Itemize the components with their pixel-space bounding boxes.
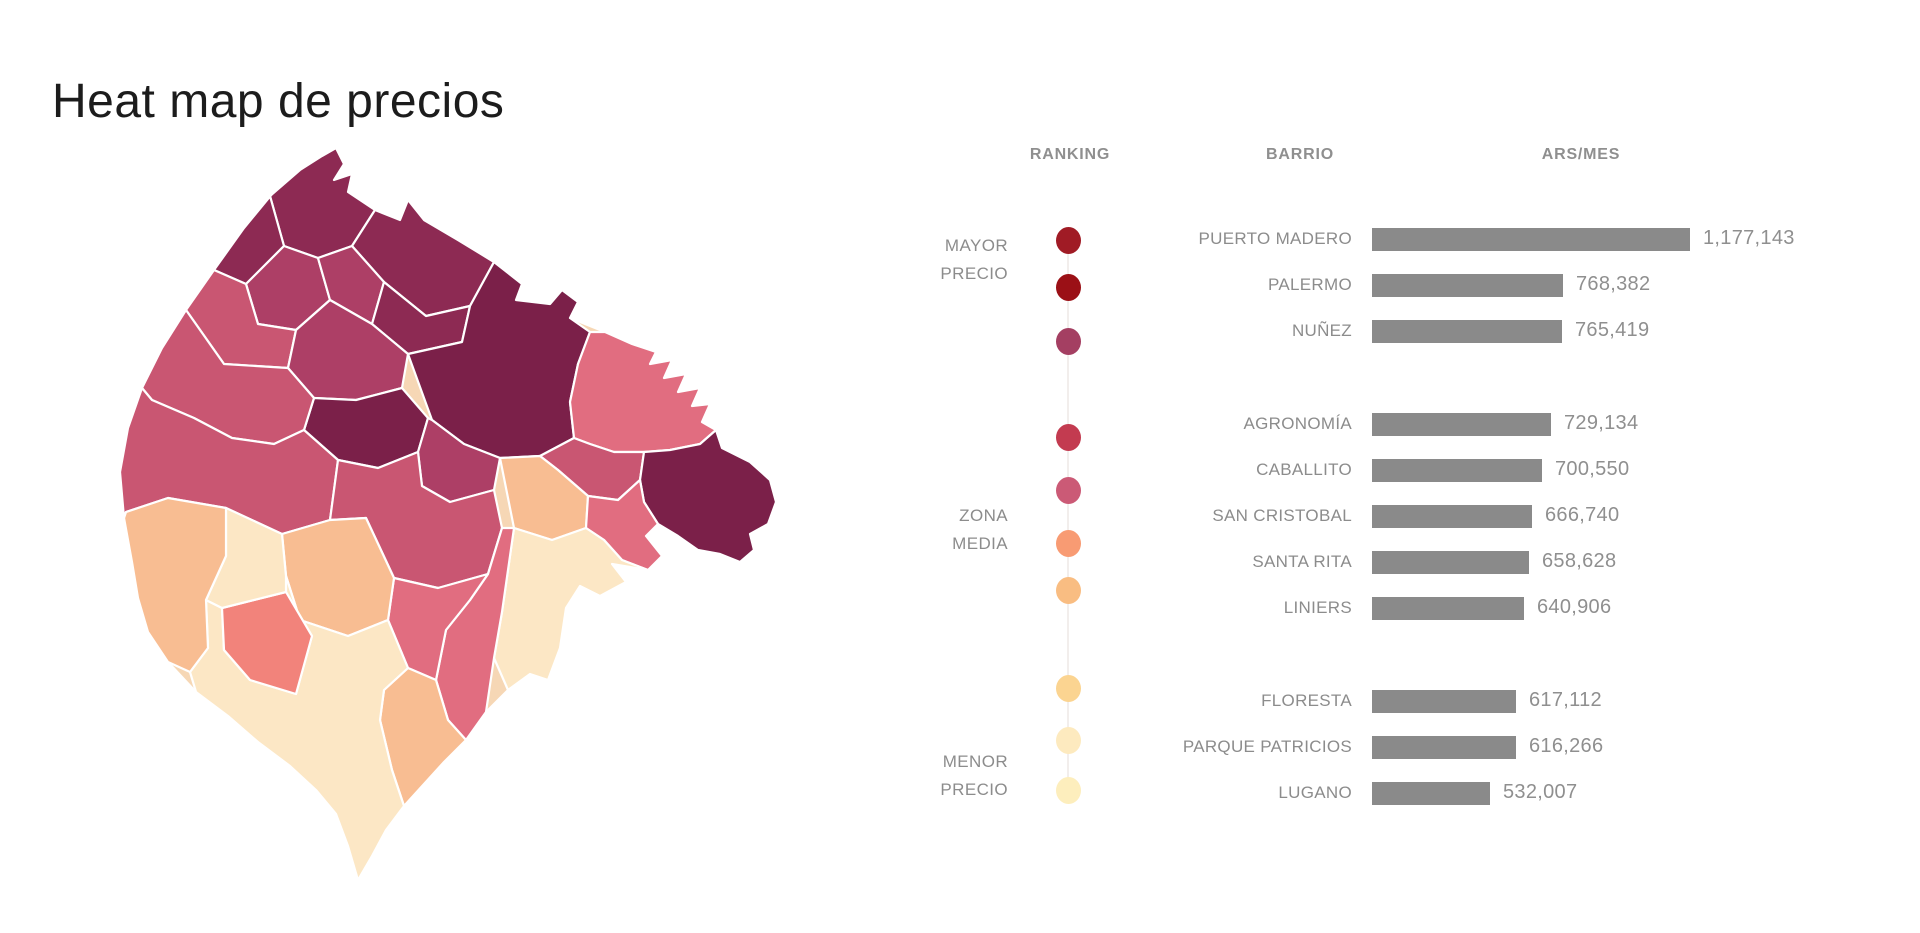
price-value: 700,550 xyxy=(1555,458,1630,480)
price-value: 666,740 xyxy=(1545,504,1620,526)
column-header-price: ARS/MES xyxy=(1541,146,1621,163)
ranking-scale-dot xyxy=(1056,727,1081,754)
ranking-scale-label: ZONA MEDIA xyxy=(952,506,1008,553)
price-value: 1,177,143 xyxy=(1703,227,1795,249)
price-bar xyxy=(1372,320,1562,343)
ranking-scale-label: MAYOR PRECIO xyxy=(940,236,1008,283)
ranking-scale-dot xyxy=(1056,424,1081,451)
price-value: 765,419 xyxy=(1575,319,1650,341)
ranking-scale-dot xyxy=(1056,274,1081,301)
ranking-scale-dot xyxy=(1056,777,1081,804)
price-bar xyxy=(1372,551,1529,574)
price-value: 616,266 xyxy=(1529,735,1604,757)
price-bar xyxy=(1372,597,1524,620)
price-bar xyxy=(1372,459,1542,482)
ranking-scale-dot xyxy=(1056,328,1081,355)
barrio-label: PALERMO xyxy=(1268,275,1352,294)
column-header-ranking: RANKING xyxy=(1029,146,1111,163)
barrio-label: PARQUE PATRICIOS xyxy=(1182,737,1352,756)
barrio-label: SANTA RITA xyxy=(1252,552,1352,571)
barrio-label: LINIERS xyxy=(1283,598,1352,617)
ranking-scale-dot xyxy=(1056,477,1081,504)
ranking-scale-label: MENOR PRECIO xyxy=(940,752,1008,799)
price-value: 617,112 xyxy=(1529,689,1602,711)
column-header-barrio: BARRIO xyxy=(1266,146,1334,163)
barrio-label: LUGANO xyxy=(1278,783,1352,802)
price-bar xyxy=(1372,782,1490,805)
price-bar xyxy=(1372,228,1690,251)
price-bar xyxy=(1372,274,1563,297)
page-title: Heat map de precios xyxy=(52,75,505,128)
map-region-r09 xyxy=(568,330,718,454)
price-bar xyxy=(1372,736,1516,759)
barrio-label: PUERTO MADERO xyxy=(1198,229,1352,248)
map-region-r13 xyxy=(584,478,664,572)
barrio-label: NUÑEZ xyxy=(1291,321,1352,340)
barrio-label: AGRONOMÍA xyxy=(1243,414,1352,433)
price-value: 768,382 xyxy=(1576,273,1651,295)
map-region-r12 xyxy=(638,428,778,564)
price-value: 640,906 xyxy=(1537,596,1612,618)
map-region-r23 xyxy=(122,496,228,674)
price-bar xyxy=(1372,505,1532,528)
ranking-scale-dot xyxy=(1056,577,1081,604)
price-bar xyxy=(1372,413,1551,436)
barrio-label: FLORESTA xyxy=(1261,691,1352,710)
ranking-scale-dot xyxy=(1056,530,1081,557)
ranking-scale-dot xyxy=(1056,227,1081,254)
ranking-scale-dot xyxy=(1056,675,1081,702)
price-bar xyxy=(1372,690,1516,713)
barrio-label: CABALLITO xyxy=(1256,460,1352,479)
ranking-scale-line xyxy=(1067,240,1069,790)
price-value: 729,134 xyxy=(1564,412,1639,434)
price-value: 658,628 xyxy=(1542,550,1617,572)
price-value: 532,007 xyxy=(1503,781,1578,803)
barrio-label: SAN CRISTOBAL xyxy=(1212,506,1352,525)
